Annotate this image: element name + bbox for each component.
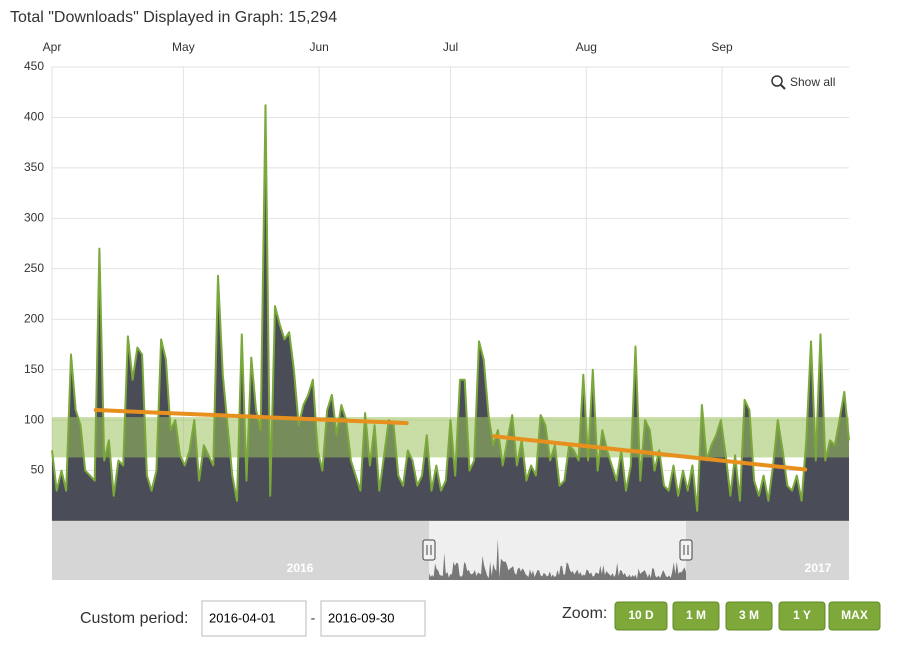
zoom-button[interactable]: 1 Y — [778, 601, 826, 631]
y-tick-label: 400 — [24, 110, 44, 124]
show-all-label: Show all — [790, 75, 835, 89]
button-bg — [778, 601, 826, 631]
input-value: 2016-09-30 — [328, 610, 395, 625]
date-input[interactable]: 2016-09-30 — [320, 600, 426, 637]
x-tick-label: Jul — [443, 40, 458, 54]
button-label: 1 Y — [793, 608, 811, 622]
x-tick-label: Aug — [576, 40, 597, 54]
custom-period-label: Custom period: — [80, 610, 189, 627]
zoom-button[interactable]: 1 M — [672, 601, 720, 631]
button-label: MAX — [841, 608, 868, 622]
y-tick-label: 300 — [24, 211, 44, 225]
zoom-button[interactable]: MAX — [828, 601, 881, 631]
button-label: 10 D — [628, 608, 654, 622]
zoom-icon — [780, 84, 786, 90]
trend-line — [93, 408, 409, 426]
date-input[interactable]: 2016-04-01 — [201, 600, 307, 637]
x-tick-label: Apr — [43, 40, 62, 54]
handle — [679, 539, 693, 561]
button-bg — [725, 601, 773, 631]
x-tick-label: May — [172, 40, 195, 54]
period-separator: - — [311, 610, 316, 626]
y-tick-label: 50 — [31, 463, 45, 477]
x-tick-label: Jun — [309, 40, 328, 54]
navigator-label: 2017 — [805, 561, 832, 575]
zoom-label: Zoom: — [562, 605, 607, 622]
y-tick-label: 350 — [24, 160, 44, 174]
y-tick-label: 150 — [24, 362, 44, 376]
show-all-button[interactable]: Show all — [771, 75, 835, 90]
navigator-handle[interactable] — [422, 539, 436, 561]
y-tick-label: 450 — [24, 59, 44, 73]
zoom-button[interactable]: 3 M — [725, 601, 773, 631]
chart-title: Total "Downloads" Displayed in Graph: 15… — [10, 9, 337, 26]
zoom-button[interactable]: 10 D — [614, 601, 668, 631]
button-bg — [614, 601, 668, 631]
navigator-label: 2016 — [287, 561, 314, 575]
navigator-series — [429, 538, 686, 580]
line — [51, 104, 850, 512]
zoom-icon — [771, 75, 783, 87]
button-label: 1 M — [686, 608, 706, 622]
y-tick-label: 250 — [24, 261, 44, 275]
button-bg — [828, 601, 881, 631]
button-label: 3 M — [739, 608, 759, 622]
trend-line — [492, 434, 808, 472]
x-tick-label: Sep — [711, 40, 733, 54]
handle — [422, 539, 436, 561]
input-box — [320, 600, 426, 637]
y-tick-label: 100 — [24, 412, 44, 426]
navigator-handle[interactable] — [679, 539, 693, 561]
input-value: 2016-04-01 — [209, 610, 276, 625]
input-box — [201, 600, 307, 637]
button-bg — [672, 601, 720, 631]
y-tick-label: 200 — [24, 311, 44, 325]
